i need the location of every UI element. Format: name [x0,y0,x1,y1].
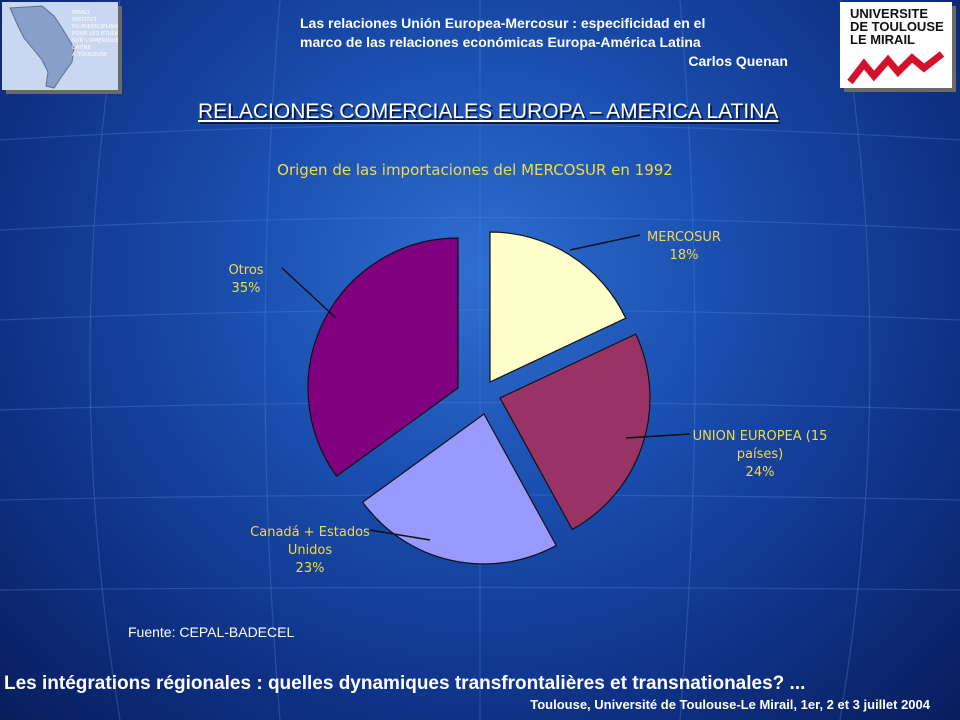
logo-left-text-line: INSTITUT [72,17,98,23]
logo-right-text-line: UNIVERSITE [850,6,928,21]
slide-title: RELACIONES COMERCIALES EUROPA – AMERICA … [198,100,779,123]
header-line-2: marco de las relaciones económicas Europ… [300,34,701,50]
leader-line [625,433,691,439]
logo-right-text-line: DE TOULOUSE [850,19,944,34]
latin-america-map-icon: IPEALTINSTITUTPLURIDISCIPLINAIREPOUR LES… [9,5,128,89]
slice-label: UNION EUROPEA (15 [693,429,828,444]
slice-label: 24% [746,465,775,480]
ipealt-logo: IPEALTINSTITUTPLURIDISCIPLINAIREPOUR LES… [2,2,128,90]
pie-slice [489,231,627,383]
leader-line [569,234,641,251]
logo-left-text-line: SUR L'AMERIQUE [72,38,118,44]
slice-label: Unidos [288,543,333,558]
conference-title: Les intégrations régionales : quelles dy… [4,673,806,694]
slice-label: Otros [228,263,263,278]
slice-label: países) [737,447,783,462]
leader-line [281,267,337,319]
header-author: Carlos Quenan [688,53,788,69]
logo-left-text-line: POUR LES ETUDES [72,31,118,37]
universite-toulouse-logo: UNIVERSITE DE TOULOUSE LE MIRAIL [840,2,952,88]
logo-left-text-line: A TOULOUSE [72,52,108,58]
chart-title: Origen de las importaciones del MERCOSUR… [277,161,673,179]
slice-label: 23% [296,561,325,576]
pie-slice [307,237,459,478]
logo-right-text-line: LE MIRAIL [850,32,915,47]
pie-slice [361,413,558,565]
pie-slice [499,333,651,531]
presentation-header: Las relaciones Unión Europea-Mercosur : … [300,14,788,71]
leader-line [369,529,431,541]
conference-details: Toulouse, Université de Toulouse-Le Mira… [530,697,930,712]
slice-label: 18% [670,248,699,263]
slice-label: 35% [232,281,261,296]
slice-label: MERCOSUR [647,230,721,245]
slice-label: Canadá + Estados [250,525,370,540]
logo-left-text-line: PLURIDISCIPLINAIRE [72,24,118,30]
header-line-1: Las relaciones Unión Europea-Mercosur : … [300,15,706,31]
logo-left-text-line: LATINE [72,45,92,51]
source-note: Fuente: CEPAL-BADECEL [128,624,295,640]
logo-left-text-line: IPEALT [72,10,90,16]
